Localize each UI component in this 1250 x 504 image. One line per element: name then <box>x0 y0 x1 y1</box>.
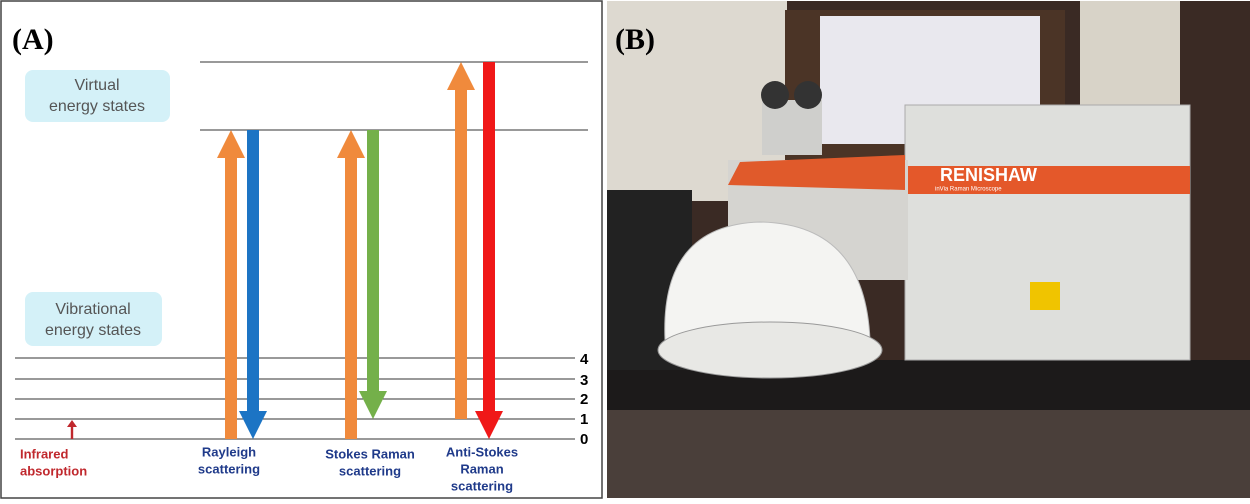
eyepiece <box>761 81 789 109</box>
process-label: scattering <box>198 461 260 476</box>
level-label: 3 <box>580 372 588 389</box>
box-text: energy states <box>49 98 145 115</box>
level-label: 0 <box>580 431 588 448</box>
brand: RENISHAW <box>940 165 1037 185</box>
box-text: Vibrational <box>55 301 130 318</box>
process-label: Anti-Stokes <box>446 444 518 459</box>
photo: RENISHAW inVia Raman Microscope <box>607 1 1250 498</box>
panel-label: (A) <box>12 23 54 56</box>
figure: (A) Virtual energy states Vibrational en… <box>0 0 1250 499</box>
process-label: Raman <box>460 461 503 476</box>
process-label: Stokes Raman <box>325 446 415 461</box>
floor <box>607 410 1250 498</box>
model: inVia Raman Microscope <box>935 187 1002 193</box>
process-label: scattering <box>451 478 513 493</box>
process-label: absorption <box>20 463 87 478</box>
warning-label <box>1030 282 1060 310</box>
box-text: Virtual <box>74 77 119 94</box>
eyepiece <box>794 81 822 109</box>
level-label: 1 <box>580 411 588 428</box>
process-label: scattering <box>339 463 401 478</box>
process-label: Rayleigh <box>202 444 256 459</box>
instrument-body <box>905 105 1190 360</box>
level-label: 2 <box>580 391 588 408</box>
process-label: Infrared <box>20 446 68 461</box>
box-text: energy states <box>45 322 141 339</box>
dome-base <box>658 322 882 378</box>
level-label: 4 <box>580 351 589 368</box>
panel-label: (B) <box>615 23 655 56</box>
